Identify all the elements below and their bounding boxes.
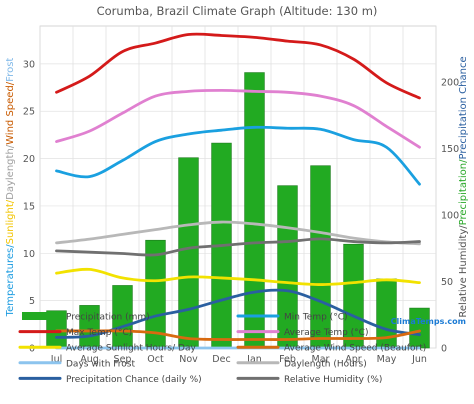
left-axis-title-part: Frost (5, 58, 16, 82)
left-tick-label: 30 (23, 59, 35, 70)
left-axis-title-part: Daylength/ (5, 144, 16, 200)
legend-label: Average Temp (°C) (284, 328, 368, 338)
left-tick-label: 5 (29, 296, 35, 307)
watermark: ClimaTemps.com (391, 317, 466, 326)
daylength-hours-line (55, 220, 421, 246)
legend-label: Relative Humidity (%) (284, 375, 382, 385)
legend-label: Min Temp (°C) (284, 313, 347, 323)
legend-label: Precipitation Chance (daily %) (66, 375, 202, 385)
x-tick-label: Dec (212, 354, 230, 365)
right-tick-label: 100 (441, 210, 459, 221)
left-axis-title: Temperatures/Sunlight/Daylength/Wind Spe… (5, 58, 16, 318)
legend-swatch-precipitation-mm (22, 312, 58, 320)
x-tick-label: Sep (114, 354, 132, 365)
left-tick-label: 20 (23, 154, 35, 165)
chart-title: Corumba, Brazil Climate Graph (Altitude:… (97, 4, 378, 18)
precipitation-chance-daily-line (55, 288, 421, 339)
legend-label: Daylength (Hours) (284, 359, 367, 369)
min-temp-c-line (55, 125, 421, 186)
left-axis-title-part: Sunlight/ (5, 199, 16, 244)
x-tick-label: Aug (80, 354, 99, 365)
left-axis-title-part: Temperatures/ (5, 244, 16, 318)
x-tick-label: May (377, 354, 397, 365)
precipitation-bar (244, 72, 265, 349)
x-tick-label: Oct (147, 354, 164, 365)
x-tick-label: Feb (279, 354, 296, 365)
legend-label: Max Temp (°C) (66, 328, 132, 338)
average-temp-c-line (55, 88, 421, 149)
x-tick-label: Mar (312, 354, 330, 365)
x-tick-label: Jul (50, 354, 62, 365)
right-axis-title-part: Relative Humidity/ (458, 225, 469, 318)
series-lines (55, 32, 421, 350)
legend-label: Days with Frost (66, 359, 135, 369)
x-tick-label: Apr (345, 354, 362, 365)
right-tick-label: 50 (441, 277, 453, 288)
x-tick-label: Nov (179, 354, 198, 365)
legend-label: Average Sunlight Hours/ Day (66, 344, 196, 354)
right-tick-label: 200 (441, 77, 459, 88)
right-axis-title: Relative Humidity/Precipitation/Precipit… (458, 56, 469, 317)
left-axis-title-part: Wind Speed/ (5, 81, 16, 145)
axes: 0 5 10 15 20 25 30 0 50 100 150 200 Jul Aug Sep Oct Nov D… (5, 56, 469, 365)
right-axis-title-part: Precipitation Chance (458, 56, 469, 159)
right-axis-title-part: Precipitation/ (458, 159, 469, 226)
x-tick-label: Jun (411, 354, 427, 365)
legend: Precipitation (mm) Min Temp (°C) Max Temp … (18, 312, 426, 385)
left-tick-label: 15 (23, 201, 35, 212)
relative-humidity-line (55, 237, 421, 257)
left-tick-label: 25 (23, 107, 35, 118)
legend-label: Average Wind Speed (Beaufort) (284, 344, 426, 354)
right-tick-label: 0 (441, 344, 447, 355)
left-tick-label: 0 (29, 344, 35, 355)
precipitation-bar (178, 157, 199, 349)
legend-label: Precipitation (mm) (66, 313, 150, 323)
x-tick-label: Jan (246, 354, 262, 365)
precipitation-bar (277, 185, 298, 349)
left-tick-label: 10 (23, 249, 35, 260)
right-tick-label: 150 (441, 144, 459, 155)
average-wind-speed-beaufort-line (55, 329, 421, 341)
precipitation-bar (409, 307, 430, 349)
max-temp-c-line (55, 32, 421, 100)
average-sunlight-hours-day-line (55, 267, 421, 286)
